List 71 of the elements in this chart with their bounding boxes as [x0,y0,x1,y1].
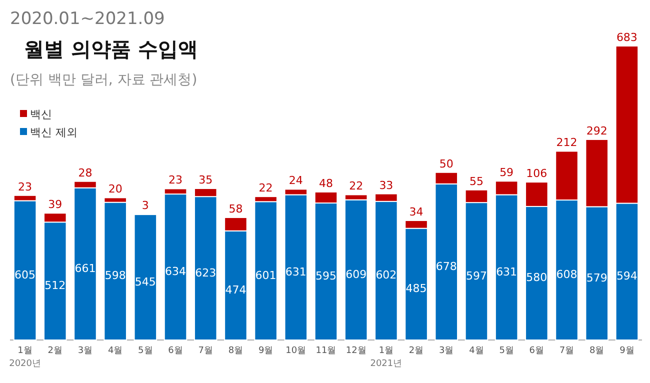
x-tick-label: 1월 [378,346,394,356]
x-tick-label: 5월 [499,346,514,356]
data-label: 512 [44,279,66,292]
legend-label: 백신 [30,108,52,121]
data-label: 33 [379,178,394,192]
x-tick-label: 7월 [198,346,213,356]
data-label: 23 [18,180,32,194]
data-label: 605 [14,268,36,282]
chart-title: 월별 의약품 수입액 [24,37,198,61]
data-label: 594 [616,270,638,283]
data-label: 631 [496,265,518,278]
x-tick-label: 3월 [439,346,454,356]
x-tick-label: 9월 [620,346,634,356]
data-label: 28 [78,166,92,180]
data-label: 598 [104,269,126,282]
x-tick-label: 8월 [589,346,604,356]
data-label: 212 [556,136,578,150]
data-label: 602 [376,268,397,282]
x-tick-label: 10월 [286,346,306,356]
data-label: 22 [349,180,364,193]
data-label: 24 [288,174,303,188]
data-label: 48 [319,176,333,190]
data-label: 631 [285,265,306,278]
x-tick-label: 2월 [408,346,424,356]
x-tick-label: 6월 [529,346,544,356]
x-tick-label: 3월 [78,346,93,356]
data-label: 59 [500,166,514,180]
x-tick-label: 5월 [138,346,153,356]
data-label: 22 [258,182,273,195]
data-label: 106 [526,167,548,180]
bar [134,214,158,340]
data-label: 58 [228,202,243,216]
x-tick-label: 9월 [258,346,274,356]
data-label: 661 [74,262,96,275]
data-label: 579 [586,271,608,284]
data-label: 580 [526,271,548,284]
data-label: 50 [439,157,454,170]
data-label: 35 [198,174,213,187]
data-label: 55 [469,174,484,188]
data-label: 20 [108,182,122,196]
data-label: 608 [556,268,578,282]
data-label: 683 [616,31,638,44]
x-tick-label: 11월 [316,346,336,356]
data-label: 545 [134,275,156,288]
x-tick-label: 4월 [469,346,484,356]
x-tick-label: 6월 [168,346,183,356]
x-tick-label: 8월 [228,346,244,356]
text: (단위 백만 달러, 자료 관세청) [10,72,198,88]
text: 2020년 [9,359,41,369]
data-label: 595 [316,270,336,283]
data-label: 474 [225,283,246,296]
data-label: 292 [586,124,608,138]
x-tick-label: 1월 [18,346,32,356]
x-tick-label: 2월 [48,346,63,356]
data-label: 634 [165,265,186,278]
text: 2021년 [370,359,402,369]
data-label: 601 [255,268,276,282]
x-tick-label: 12월 [346,346,366,356]
data-label: 34 [409,206,424,219]
legend-label: 백신 제외 [30,126,78,139]
data-label: 485 [406,282,427,296]
data-label: 623 [195,266,216,280]
data-label: 609 [346,268,367,281]
text: 2020.01~2021.09 [10,9,165,29]
data-label: 23 [168,174,183,187]
data-label: 3 [142,198,149,212]
data-label: 39 [48,198,62,212]
x-tick-label: 4월 [108,346,123,356]
data-label: 678 [436,260,457,273]
data-label: 597 [466,269,487,282]
x-tick-label: 7월 [559,346,574,356]
